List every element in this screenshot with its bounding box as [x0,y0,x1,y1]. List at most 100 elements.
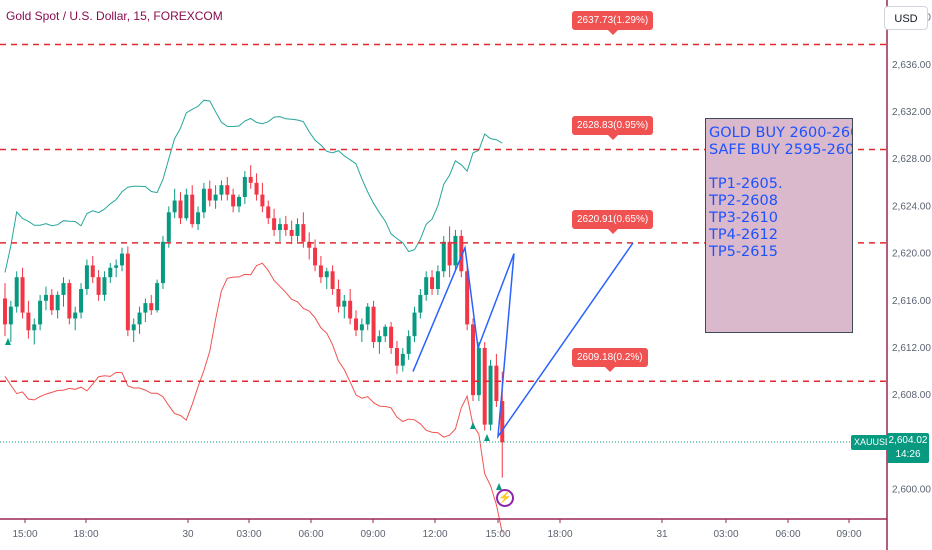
symbol-title[interactable]: Gold Spot / U.S. Dollar, 15, FOREXCOM [6,9,223,23]
candle-body [190,194,195,225]
candle-body [201,188,206,213]
candle-body [160,241,165,284]
level-tag[interactable]: 2637.73(1.29%) [572,11,654,36]
projection-path[interactable] [412,242,634,440]
note-line: SAFE BUY 2595-2600 [709,142,853,158]
candle-body [277,224,282,231]
candle-body [418,294,423,313]
candle-body [131,324,136,331]
level-tag[interactable]: 2620.91(0.65%) [572,209,654,234]
candle-body [453,235,458,266]
candle-body [377,336,382,343]
candle-body [389,326,394,348]
candle-body [482,347,487,425]
candle-body [166,212,171,242]
candle-body [289,230,294,236]
candle-body [178,200,183,219]
candle-body [114,265,119,268]
candle-body [120,253,124,266]
candle-body [3,298,7,325]
candle-body [196,212,201,225]
level-tag-label: 2628.83(0.95%) [577,120,649,132]
candle-body [155,283,160,311]
candle-body [330,271,335,289]
y-axis-labels[interactable]: 2,640.002,636.002,632.002,628.002,624.00… [892,13,931,496]
candle-body [283,224,288,231]
lightning-bolt-icon[interactable]: ⚡ [496,489,514,507]
candle-body [424,277,429,295]
candle-body [237,196,241,207]
x-tick-label: 15:00 [12,529,37,540]
level-tag[interactable]: 2609.18(0.2%) [572,348,648,373]
current-price-badge[interactable]: 2,604.02 14:26 [887,433,929,463]
level-tag[interactable]: 2628.83(0.95%) [572,116,654,141]
y-tick-label: 2,620.00 [892,249,931,260]
candle-body [471,324,475,396]
candle-body [38,300,43,325]
trade-note[interactable]: GOLD BUY 2600-2601 SAFE BUY 2595-2600 TP… [705,118,853,333]
symbol-price-label: XAUUSD [851,435,895,450]
candle-body [394,347,399,366]
candle-body [14,277,19,307]
tag-pointer-icon [607,228,618,234]
candle-body [225,185,230,195]
x-tick-label: 06:00 [298,529,323,540]
triangle-up-icon [5,338,11,345]
candle-body [365,306,370,325]
candle-body [8,306,13,325]
y-tick-label: 2,616.00 [892,296,931,307]
x-axis-labels[interactable]: 15:00 18:00 30 03:00 06:00 09:00 12:00 15:00 18:… [12,519,862,540]
candle-body [359,324,364,331]
candle-body [336,288,341,307]
note-line: TP5-2615 [709,244,778,260]
y-tick-label: 2,612.00 [892,343,931,354]
candle-body [61,283,66,295]
candle-body [295,224,300,236]
signal-markers [5,338,502,490]
candle-body [49,294,54,311]
level-tag-label: 2620.91(0.65%) [577,213,649,225]
x-tick-label: 15:00 [485,529,510,540]
candle-body [342,300,347,307]
candle-body [143,303,148,313]
candle-body [43,294,48,301]
tag-pointer-icon [607,135,618,141]
candle-body [20,277,25,313]
y-tick-label: 2,624.00 [892,201,931,212]
candle-body [441,241,446,272]
candlestick-series[interactable] [3,165,505,478]
candle-body [207,188,212,201]
x-tick-label: 30 [182,529,194,540]
x-tick-label: 06:00 [775,529,800,540]
current-price-value: 2,604.02 [888,435,928,446]
candle-body [459,235,464,272]
candle-body [242,176,247,197]
candle-body [266,206,271,219]
candle-body [96,277,101,295]
candle-body [260,194,265,207]
triangle-up-icon [484,434,490,441]
upper-band [4,99,503,273]
currency-button[interactable]: USD [884,6,928,30]
candle-body [84,265,89,289]
candle-body [301,224,306,242]
x-tick-label: 09:00 [836,529,861,540]
note-line [709,159,852,176]
candle-body [324,271,329,278]
triangle-up-icon [496,483,502,490]
candle-body [213,194,218,201]
candle-body [231,194,236,207]
candle-body [32,324,37,331]
x-tick-label: 31 [656,529,668,540]
bollinger-bands [4,99,503,533]
note-line: TP3-2610 [709,210,778,226]
candle-body [412,312,417,337]
candle-body [476,347,481,396]
candle-body [149,303,154,311]
x-tick-label: 18:00 [547,529,572,540]
projection-line [412,242,634,440]
note-line: GOLD BUY 2600-2601 [709,125,853,141]
candle-body [102,277,107,295]
level-tag-label: 2637.73(1.29%) [577,15,649,27]
candle-body [313,247,318,266]
